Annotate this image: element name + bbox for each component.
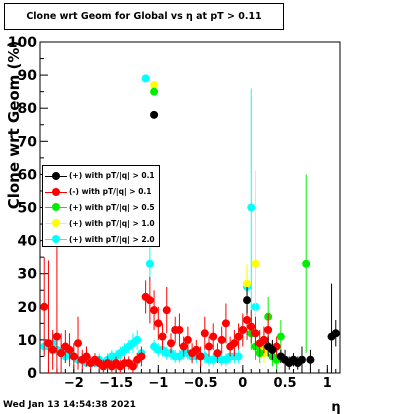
data-point (243, 296, 252, 305)
data-point (264, 325, 273, 334)
data-point (48, 345, 57, 354)
data-point (200, 329, 209, 338)
data-point (179, 342, 188, 351)
y-tick-label: 30 (18, 267, 38, 283)
data-point (238, 325, 247, 334)
data-point (162, 306, 171, 315)
data-point (40, 302, 49, 311)
data-point (209, 332, 218, 341)
data-point (251, 329, 260, 338)
y-tick-label: 60 (18, 167, 38, 183)
data-point (217, 335, 226, 344)
data-point (251, 259, 260, 268)
legend-entry: (+) with pT/|q| > 0.1 (43, 168, 159, 184)
data-point (69, 352, 78, 361)
legend-entry: (+) with pT/|q| > 2.0 (43, 231, 159, 247)
x-tick-label: 1 (323, 376, 332, 391)
data-point (154, 319, 163, 328)
data-point (196, 352, 205, 361)
legend-entry: (+) with pT/|q| > 1.0 (43, 215, 159, 231)
data-point (145, 296, 154, 305)
x-tick-label: 0 (238, 376, 247, 391)
data-point (192, 345, 201, 354)
x-tick-label: −1.5 (99, 376, 133, 391)
data-point (175, 325, 184, 334)
data-point (183, 335, 192, 344)
data-point (145, 259, 154, 268)
y-tick-label: 90 (18, 68, 38, 84)
data-point (158, 332, 167, 341)
x-tick-label: 0.5 (274, 376, 297, 391)
data-point (213, 349, 222, 358)
data-marks (40, 74, 340, 373)
data-point (166, 339, 175, 348)
data-point (205, 342, 214, 351)
data-point (297, 355, 306, 364)
data-point (247, 322, 256, 331)
legend-label: (-) with pT/|q| > 0.1 (69, 187, 152, 197)
y-tick-label: 70 (18, 134, 38, 150)
legend-label: (+) with pT/|q| > 2.0 (69, 234, 155, 244)
x-tick-label: −2 (64, 376, 84, 391)
legend-entry: (-) with pT/|q| > 0.1 (43, 184, 159, 200)
data-point (221, 319, 230, 328)
data-point (234, 352, 243, 361)
data-point (230, 339, 239, 348)
legend-marker (43, 200, 69, 214)
x-tick-label: −0.5 (184, 376, 218, 391)
legend-entry: (+) with pT/|q| > 0.5 (43, 200, 159, 216)
legend-marker (43, 169, 69, 183)
data-point (302, 259, 311, 268)
y-tick-label: 50 (18, 201, 38, 217)
legend-marker (43, 216, 69, 230)
data-point (306, 355, 315, 364)
data-point (57, 349, 66, 358)
y-axis-label: Clone wrt Geom (%) (5, 41, 23, 210)
data-point (65, 345, 74, 354)
data-point (44, 339, 53, 348)
y-tick-label: 80 (18, 101, 38, 117)
chart-title: Clone wrt Geom for Global vs η at pT > 0… (4, 3, 284, 30)
data-point (133, 335, 142, 344)
data-point (52, 332, 61, 341)
y-tick-label: 0 (27, 366, 37, 382)
data-point (141, 74, 150, 83)
data-point (150, 306, 159, 315)
data-point (276, 332, 285, 341)
y-tick-label: 100 (8, 35, 37, 51)
data-point (150, 87, 159, 96)
data-point (137, 352, 146, 361)
y-tick-label: 10 (18, 333, 38, 349)
data-point (243, 279, 252, 288)
x-axis-label: η (331, 400, 340, 414)
data-point (259, 335, 268, 344)
data-point (247, 203, 256, 212)
data-point (268, 345, 277, 354)
y-tick-label: 20 (18, 300, 38, 316)
legend-marker (43, 185, 69, 199)
legend-label: (+) with pT/|q| > 0.5 (69, 202, 155, 212)
data-point (82, 352, 91, 361)
data-point (74, 339, 83, 348)
legend-marker (43, 232, 69, 246)
data-point (128, 362, 137, 371)
data-point (243, 316, 252, 325)
timestamp: Wed Jan 13 14:54:38 2021 (3, 400, 136, 410)
legend-label: (+) with pT/|q| > 0.1 (69, 171, 155, 181)
data-point (150, 81, 159, 90)
y-tick-label: 40 (18, 234, 38, 250)
legend: (+) with pT/|q| > 0.1 (-) with pT/|q| > 0… (42, 165, 160, 247)
data-point (150, 110, 159, 119)
data-point (234, 332, 243, 341)
data-point (331, 329, 340, 338)
legend-label: (+) with pT/|q| > 1.0 (69, 218, 155, 228)
x-tick-label: −1 (148, 376, 168, 391)
